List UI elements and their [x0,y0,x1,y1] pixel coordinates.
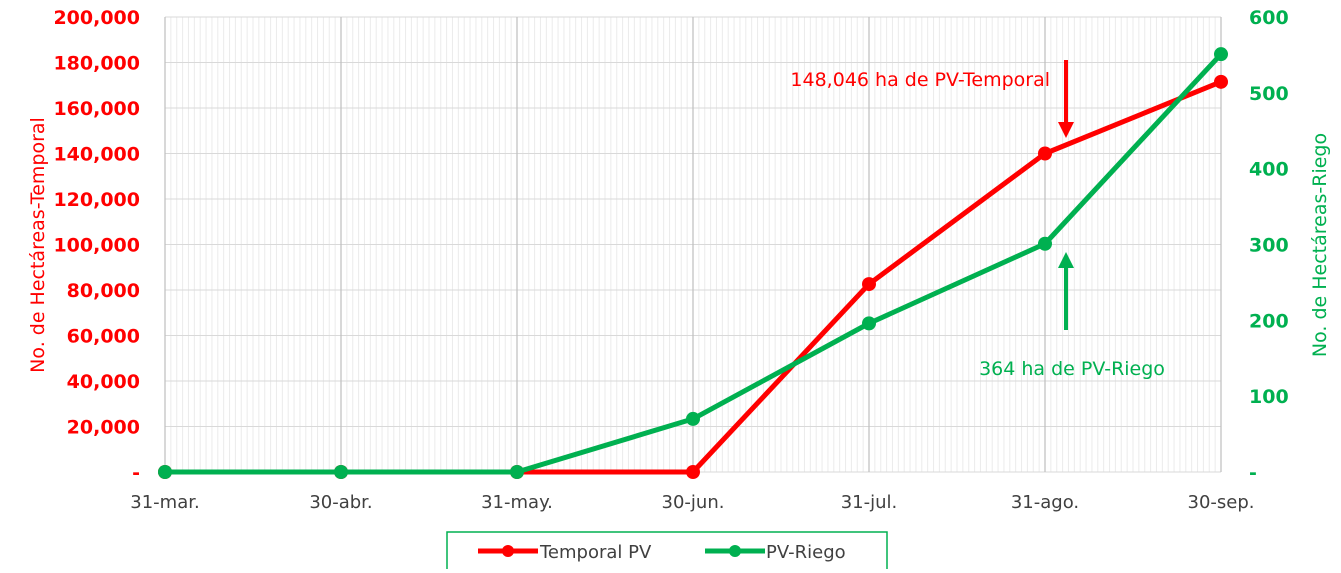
x-axis-tick-label: 30-sep. [1188,492,1255,513]
legend-marker-temporal [502,545,514,557]
legend: Temporal PV PV-Riego [446,531,888,573]
right-axis-tick-label: 100 [1249,386,1289,408]
right-axis-tick-label: 500 [1249,83,1289,105]
data-point-riego [510,465,524,479]
right-axis: - 100 200 300 400 500 600 [1249,7,1289,484]
data-point-riego [686,411,700,426]
left-axis-tick-label: 200,000 [53,7,140,29]
x-axis-tick-label: 31-jul. [841,492,898,513]
data-point-riego [862,316,876,331]
data-point-riego [1038,236,1052,251]
left-axis-tick-label: 40,000 [67,371,140,393]
right-axis-tick-label: 300 [1249,235,1289,257]
left-axis-tick-label: 60,000 [67,326,140,348]
right-axis-tick-label: - [1249,462,1257,484]
left-axis-tick-label: 100,000 [53,235,140,257]
x-axis-tick-label: 31-may. [481,492,553,513]
left-axis-tick-label: 20,000 [67,417,140,439]
x-axis: 31-mar. 30-abr. 31-may. 30-jun. 31-jul. 31-ag… [130,492,1254,513]
series-layer [158,47,1228,479]
left-axis-tick-label: 160,000 [53,98,140,120]
annotation-arrowhead-temporal [1058,122,1074,138]
data-point-riego [158,465,172,479]
x-axis-tick-label: 30-abr. [309,492,372,513]
right-axis-tick-label: 200 [1249,310,1289,332]
major-gridlines [164,16,1222,473]
left-axis-tick-label: - [132,462,140,484]
data-point-temporal [686,465,700,479]
x-axis-tick-label: 31-mar. [130,492,199,513]
right-axis-title: No. de Hectáreas-Riego [1309,133,1331,357]
x-axis-tick-label: 30-jun. [662,492,725,513]
annotations: 148,046 ha de PV-Temporal 364 ha de PV-R… [790,60,1165,380]
right-axis-tick-label: 400 [1249,159,1289,181]
annotation-riego: 364 ha de PV-Riego [979,358,1165,380]
right-axis-tick-label: 600 [1249,7,1289,29]
legend-label-riego: PV-Riego [766,542,846,563]
data-point-temporal [862,277,876,292]
left-axis-tick-label: 140,000 [53,144,140,166]
data-point-riego [334,465,348,479]
data-point-temporal [1214,74,1228,89]
left-axis: - 20,000 40,000 60,000 80,000 100,000 120,000 1… [53,7,140,484]
legend-label-temporal: Temporal PV [539,542,652,563]
data-point-temporal [1038,146,1052,161]
left-axis-title: No. de Hectáreas-Temporal [27,117,49,373]
left-axis-tick-label: 180,000 [53,53,140,75]
data-point-riego [1214,47,1228,62]
x-axis-tick-label: 31-ago. [1011,492,1079,513]
annotation-temporal: 148,046 ha de PV-Temporal [790,69,1050,91]
legend-marker-riego [729,545,741,557]
left-axis-tick-label: 120,000 [53,189,140,211]
left-axis-tick-label: 80,000 [67,280,140,302]
annotation-arrowhead-riego [1058,252,1074,268]
